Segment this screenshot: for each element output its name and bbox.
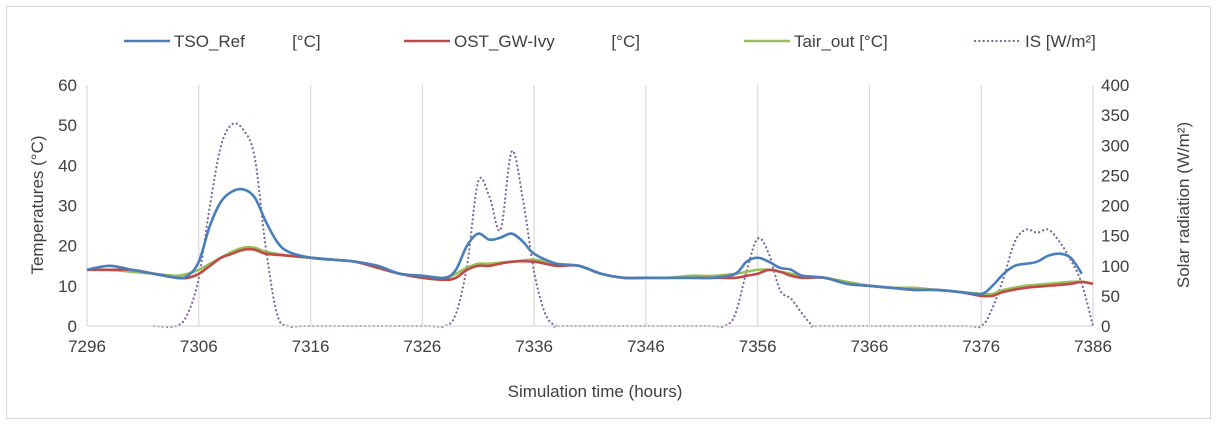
y-axis-title: Temperatures (°C) (28, 135, 47, 274)
x-tick-label-5: 7346 (627, 337, 665, 356)
x-tick-label-6: 7356 (739, 337, 777, 356)
gridlines (86, 85, 1094, 326)
y2-tick-label-2: 100 (1101, 257, 1129, 276)
x-tick-label-3: 7326 (403, 337, 441, 356)
legend-label-2: Tair_out [°C] (794, 32, 888, 51)
y2-tick-label-5: 250 (1101, 166, 1129, 185)
y2-tick-label-6: 300 (1101, 136, 1129, 155)
y2-tick-label-1: 50 (1101, 287, 1120, 306)
chart-border (6, 6, 1211, 419)
axes: 7296 7306 7316 7326 7336 7346 7356 7366 7376 7386… (58, 76, 1129, 356)
x-tick-label-9: 7386 (1074, 337, 1112, 356)
legend: TSO_Ref [°C] OST_GW-Ivy [°C] Tair_out [°C]… (124, 32, 1096, 51)
y2-tick-label-8: 400 (1101, 76, 1129, 95)
x-tick-label-7: 7366 (851, 337, 889, 356)
y-tick-label-0: 0 (68, 317, 77, 336)
x-tick-label-1: 7306 (180, 337, 218, 356)
y-tick-label-3: 30 (58, 197, 77, 216)
series-lines (86, 122, 1095, 329)
y-tick-label-6: 60 (58, 76, 77, 95)
y2-tick-label-3: 150 (1101, 227, 1129, 246)
x-tick-label-0: 7296 (68, 337, 106, 356)
series-line-0 (86, 187, 1083, 296)
y-tick-label-4: 40 (58, 156, 77, 175)
y-tick-label-5: 50 (58, 116, 77, 135)
legend-label-0: TSO_Ref [°C] (174, 32, 321, 51)
legend-label-3: IS [W/m²] (1025, 32, 1096, 51)
y2-tick-label-0: 0 (1101, 317, 1110, 336)
x-tick-label-8: 7376 (962, 337, 1000, 356)
y2-tick-label-4: 200 (1101, 197, 1129, 216)
legend-label-1: OST_GW-Ivy [°C] (454, 32, 640, 51)
x-axis-title: Simulation time (hours) (508, 382, 683, 401)
y2-axis-title: Solar radiation (W/m²) (1174, 122, 1193, 288)
y-tick-label-1: 10 (58, 277, 77, 296)
x-tick-label-2: 7316 (292, 337, 330, 356)
y-tick-label-2: 20 (58, 237, 77, 256)
x-tick-label-4: 7336 (515, 337, 553, 356)
y2-tick-label-7: 350 (1101, 106, 1129, 125)
